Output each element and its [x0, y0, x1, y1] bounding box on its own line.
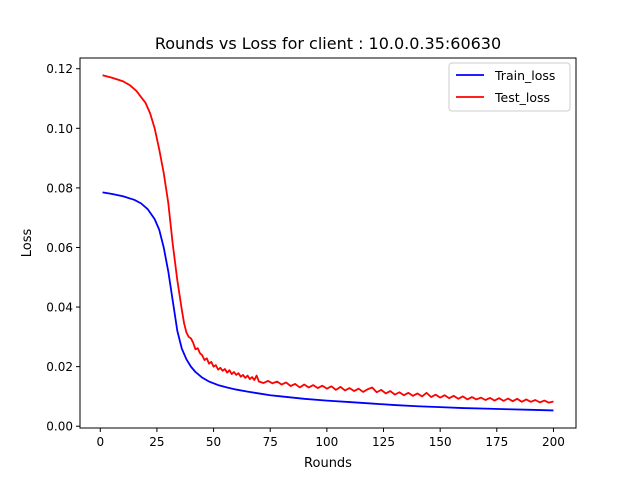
- y-tick-label: 0.06: [46, 241, 73, 255]
- legend-label-train-loss: Train_loss: [494, 68, 555, 83]
- x-tick-label: 0: [96, 435, 104, 449]
- y-axis-label: Loss: [20, 229, 35, 258]
- chart-title: Rounds vs Loss for client : 10.0.0.35:60…: [155, 34, 501, 53]
- legend-label-test-loss: Test_loss: [494, 90, 550, 105]
- x-tick-label: 50: [206, 435, 221, 449]
- plot-frame: [79, 57, 577, 429]
- y-tick-label: 0.08: [46, 181, 73, 195]
- x-tick-label: 75: [263, 435, 278, 449]
- series-line-test-loss: [102, 74, 554, 404]
- y-axis: 0.00 0.02 0.04 0.06 0.08 0.10 0.12: [46, 62, 80, 434]
- y-tick-label: 0.12: [46, 62, 73, 76]
- x-tick-label: 25: [149, 435, 164, 449]
- x-tick-label: 100: [315, 435, 338, 449]
- y-tick-label: 0.00: [46, 420, 73, 434]
- y-tick-label: 0.04: [46, 301, 73, 315]
- x-tick-label: 200: [542, 435, 565, 449]
- x-axis: 0 25 50 75 100 125 150 175 200: [96, 428, 565, 449]
- series-layer: [102, 74, 554, 412]
- x-axis-label: Rounds: [304, 456, 352, 471]
- legend: Train_loss Test_loss: [448, 62, 571, 112]
- x-tick-label: 125: [372, 435, 395, 449]
- series-line-train-loss: [102, 191, 554, 412]
- y-tick-label: 0.10: [46, 122, 73, 136]
- x-tick-label: 150: [429, 435, 452, 449]
- x-tick-label: 175: [485, 435, 508, 449]
- y-tick-label: 0.02: [46, 360, 73, 374]
